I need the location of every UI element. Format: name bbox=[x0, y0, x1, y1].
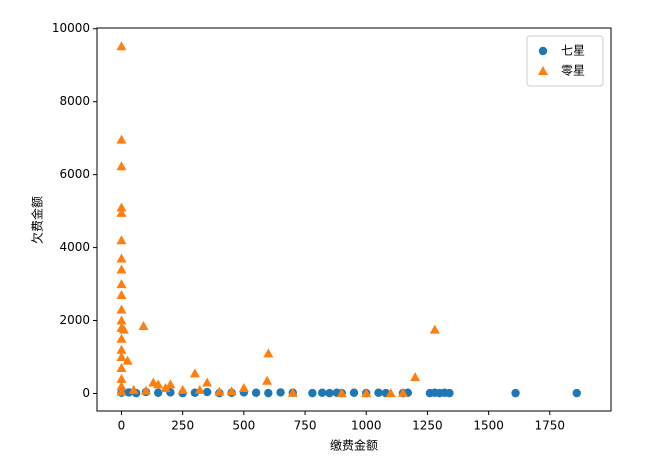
y-tick-label: 4000 bbox=[59, 240, 90, 254]
point bbox=[116, 207, 127, 217]
y-axis-label: 欠费金额 bbox=[30, 196, 45, 244]
point bbox=[116, 264, 127, 274]
y-tick-label: 2000 bbox=[59, 313, 90, 327]
point bbox=[385, 388, 396, 398]
legend-marker bbox=[538, 46, 548, 56]
point bbox=[116, 373, 127, 383]
point bbox=[202, 387, 212, 397]
point bbox=[263, 348, 274, 358]
point bbox=[429, 324, 440, 334]
point bbox=[194, 384, 205, 394]
point bbox=[116, 344, 127, 354]
point bbox=[238, 383, 249, 393]
point bbox=[349, 388, 359, 397]
y-tick-label: 10000 bbox=[52, 21, 90, 35]
legend-label: 七星 bbox=[561, 44, 585, 58]
point bbox=[116, 41, 127, 51]
point bbox=[317, 388, 327, 397]
point bbox=[160, 383, 171, 393]
x-tick-label: 1250 bbox=[412, 419, 443, 433]
x-tick-label: 1750 bbox=[535, 419, 566, 433]
y-tick-label: 8000 bbox=[59, 94, 90, 108]
plot-frame bbox=[96, 27, 612, 412]
legend-marker bbox=[538, 66, 548, 75]
point bbox=[116, 362, 127, 372]
point bbox=[202, 377, 213, 387]
point bbox=[116, 315, 127, 325]
point bbox=[226, 386, 237, 396]
point bbox=[153, 388, 163, 397]
point bbox=[251, 388, 261, 397]
point bbox=[118, 324, 129, 334]
point bbox=[445, 388, 454, 398]
x-tick-label: 250 bbox=[171, 419, 194, 433]
x-tick-label: 1000 bbox=[351, 419, 382, 433]
point bbox=[116, 352, 127, 362]
point bbox=[308, 388, 317, 398]
point bbox=[138, 321, 149, 331]
y-tick-label: 6000 bbox=[59, 167, 90, 181]
point bbox=[511, 388, 520, 398]
point bbox=[116, 161, 127, 171]
point bbox=[287, 387, 298, 397]
point bbox=[116, 253, 127, 263]
x-axis-label: 缴费金额 bbox=[330, 438, 378, 453]
point bbox=[116, 279, 127, 289]
point bbox=[116, 202, 127, 212]
point bbox=[122, 355, 133, 365]
point bbox=[276, 388, 285, 397]
x-tick-label: 500 bbox=[232, 419, 255, 433]
point bbox=[361, 388, 372, 398]
point bbox=[116, 235, 127, 245]
point bbox=[262, 375, 273, 385]
point bbox=[189, 368, 200, 378]
y-tick-label: 0 bbox=[82, 386, 90, 400]
x-tick-label: 750 bbox=[294, 419, 317, 433]
point bbox=[116, 333, 127, 343]
point bbox=[572, 388, 581, 398]
point bbox=[177, 384, 188, 394]
x-tick-label: 1500 bbox=[473, 419, 504, 433]
point bbox=[336, 388, 347, 398]
point bbox=[148, 377, 159, 387]
point bbox=[264, 388, 273, 398]
point bbox=[214, 386, 225, 396]
point bbox=[116, 381, 127, 391]
point bbox=[325, 388, 334, 398]
point bbox=[374, 388, 383, 397]
point bbox=[410, 372, 421, 382]
legend-label: 零星 bbox=[561, 64, 585, 78]
point bbox=[116, 290, 127, 300]
x-tick-label: 0 bbox=[118, 419, 126, 433]
point bbox=[116, 386, 127, 396]
point bbox=[116, 134, 127, 144]
point bbox=[165, 379, 176, 389]
point bbox=[116, 304, 127, 314]
point bbox=[128, 384, 139, 394]
point bbox=[397, 387, 408, 397]
point bbox=[140, 385, 151, 395]
